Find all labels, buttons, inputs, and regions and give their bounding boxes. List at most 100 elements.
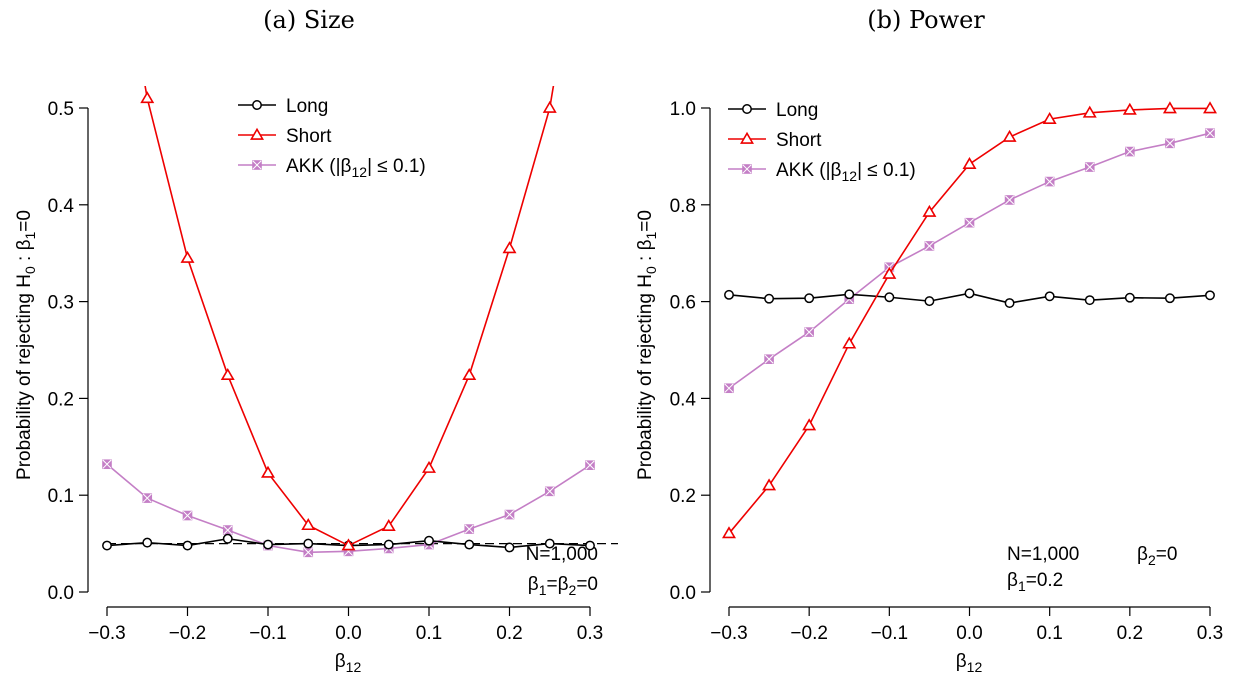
x-tick-label: 0.0: [335, 623, 361, 644]
annotation-power: N=1,000 β2=0 β1=0.2: [1007, 544, 1177, 594]
chart-marks: −0.3 −0.2 −0.1 0.0 0.1 0.2 0.3 0.0 0.1 0.2 0.3 0.4 0…: [48, 86, 1224, 644]
data-point-cross-b: [1045, 177, 1055, 187]
data-point: [1004, 298, 1015, 309]
legend-label-akk: AKK (|β12| ≤ 0.1): [776, 160, 916, 184]
panel-power: (b) Power Probability of rejecting H0 : …: [635, 6, 1177, 675]
series-triangle: [722, 101, 1217, 539]
x-tick-label: −0.2: [790, 623, 828, 644]
x-axis-label-size: β12: [335, 651, 362, 675]
legend-size: Long Short AKK (|β12| ≤ 0.1): [286, 96, 426, 180]
data-point-cross-b: [182, 510, 193, 521]
data-point: [381, 518, 396, 532]
data-point: [964, 217, 975, 228]
data-point: [585, 460, 595, 470]
data-point: [842, 336, 857, 349]
data-point: [1084, 295, 1095, 306]
data-point: [301, 518, 316, 531]
data-point: [962, 156, 977, 169]
data-point-cross-b: [464, 524, 474, 534]
data-point: [1203, 101, 1217, 114]
x-tick-label: −0.3: [88, 623, 126, 644]
y-tick-label: 0.6: [670, 293, 696, 314]
data-point: [341, 538, 356, 551]
data-point: [1205, 128, 1215, 138]
data-point-cross-b: [724, 383, 734, 393]
series-line: [144, 86, 555, 547]
data-point: [1044, 291, 1055, 302]
series-triangle: [140, 86, 557, 551]
data-point-cross-b: [764, 354, 774, 364]
legend-marker: [252, 100, 262, 110]
series-circle: [102, 533, 595, 553]
data-point: [964, 288, 975, 299]
data-point: [802, 418, 817, 431]
data-point: [762, 478, 777, 491]
legend-marker: [250, 127, 264, 140]
legend-marker: [742, 104, 752, 114]
data-point: [922, 204, 937, 217]
x-tick-label: −0.3: [710, 623, 748, 644]
data-point: [1164, 293, 1175, 304]
panel-title-power: (b) Power: [867, 6, 985, 34]
data-point-cross-b: [142, 493, 152, 503]
legend-label-akk: AKK (|β12| ≤ 0.1): [286, 156, 426, 180]
data-point: [924, 296, 935, 307]
data-point: [504, 542, 515, 553]
data-point: [142, 537, 153, 548]
data-point: [542, 100, 557, 113]
annotation-beta2: β2=0: [1137, 544, 1177, 568]
legend-power: Long Short AKK (|β12| ≤ 0.1): [776, 100, 916, 184]
data-point: [804, 327, 814, 337]
data-point: [222, 533, 233, 544]
x-tick-label: −0.1: [249, 623, 287, 644]
data-point: [102, 540, 112, 551]
data-point: [724, 289, 734, 300]
plot-1: −0.3 −0.2 −0.1 0.0 0.1 0.2 0.3 0.0 0.2 0.4 0.6 0.8 1…: [670, 99, 1224, 644]
y-tick-label: 0.4: [670, 389, 697, 410]
data-point-cross-b: [545, 486, 555, 496]
data-point-cross-b: [964, 218, 975, 228]
data-point: [180, 250, 195, 263]
data-point-cross-b: [1205, 128, 1215, 138]
data-point: [422, 460, 436, 473]
data-point: [544, 486, 555, 497]
annotation-size: N=1,000 β1=β2=0: [526, 544, 598, 598]
x-axis-label-power: β12: [956, 651, 983, 675]
x-tick-label: 0.3: [1197, 623, 1223, 644]
data-point: [764, 293, 775, 304]
data-point: [220, 367, 235, 381]
data-point: [882, 266, 897, 279]
y-tick-label: 0.5: [48, 99, 74, 120]
data-point: [261, 465, 275, 478]
data-point: [1205, 290, 1215, 301]
data-point: [462, 367, 477, 381]
y-tick-label: 1.0: [670, 99, 696, 120]
data-point: [303, 547, 314, 558]
y-tick-label: 0.4: [48, 196, 75, 217]
data-point: [303, 538, 314, 549]
data-point: [222, 525, 233, 535]
legend-marker: [742, 164, 752, 174]
x-tick-label: 0.1: [416, 623, 442, 644]
data-point-cross-b: [1125, 147, 1135, 157]
data-point: [182, 540, 193, 551]
legend-label-long: Long: [776, 100, 818, 121]
data-point: [722, 526, 736, 539]
data-point-cross-b: [1085, 162, 1095, 172]
legend-marker-cross-b: [252, 160, 262, 170]
data-point-cross-b: [504, 510, 515, 520]
x-tick-label: 0.1: [1036, 623, 1062, 644]
y-tick-label: 0.2: [670, 486, 696, 507]
annotation-sample-size: N=1,000: [1007, 544, 1079, 565]
panel-size: (a) Size Probability of rejecting H0 : β…: [14, 6, 598, 675]
data-point: [1165, 138, 1175, 149]
data-point: [140, 91, 155, 104]
x-tick-label: −0.1: [871, 623, 909, 644]
y-tick-label: 0.1: [48, 486, 74, 507]
legend-label-long: Long: [286, 96, 328, 117]
legend-label-short: Short: [776, 130, 822, 151]
panel-title-size: (a) Size: [263, 6, 355, 34]
data-point: [464, 524, 475, 534]
y-axis-label-size: Probability of rejecting H0 : β1=0: [14, 210, 38, 480]
x-tick-label: 0.2: [496, 623, 522, 644]
